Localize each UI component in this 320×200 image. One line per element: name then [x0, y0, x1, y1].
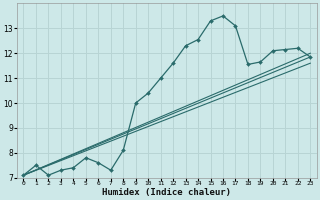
X-axis label: Humidex (Indice chaleur): Humidex (Indice chaleur) [102, 188, 231, 197]
